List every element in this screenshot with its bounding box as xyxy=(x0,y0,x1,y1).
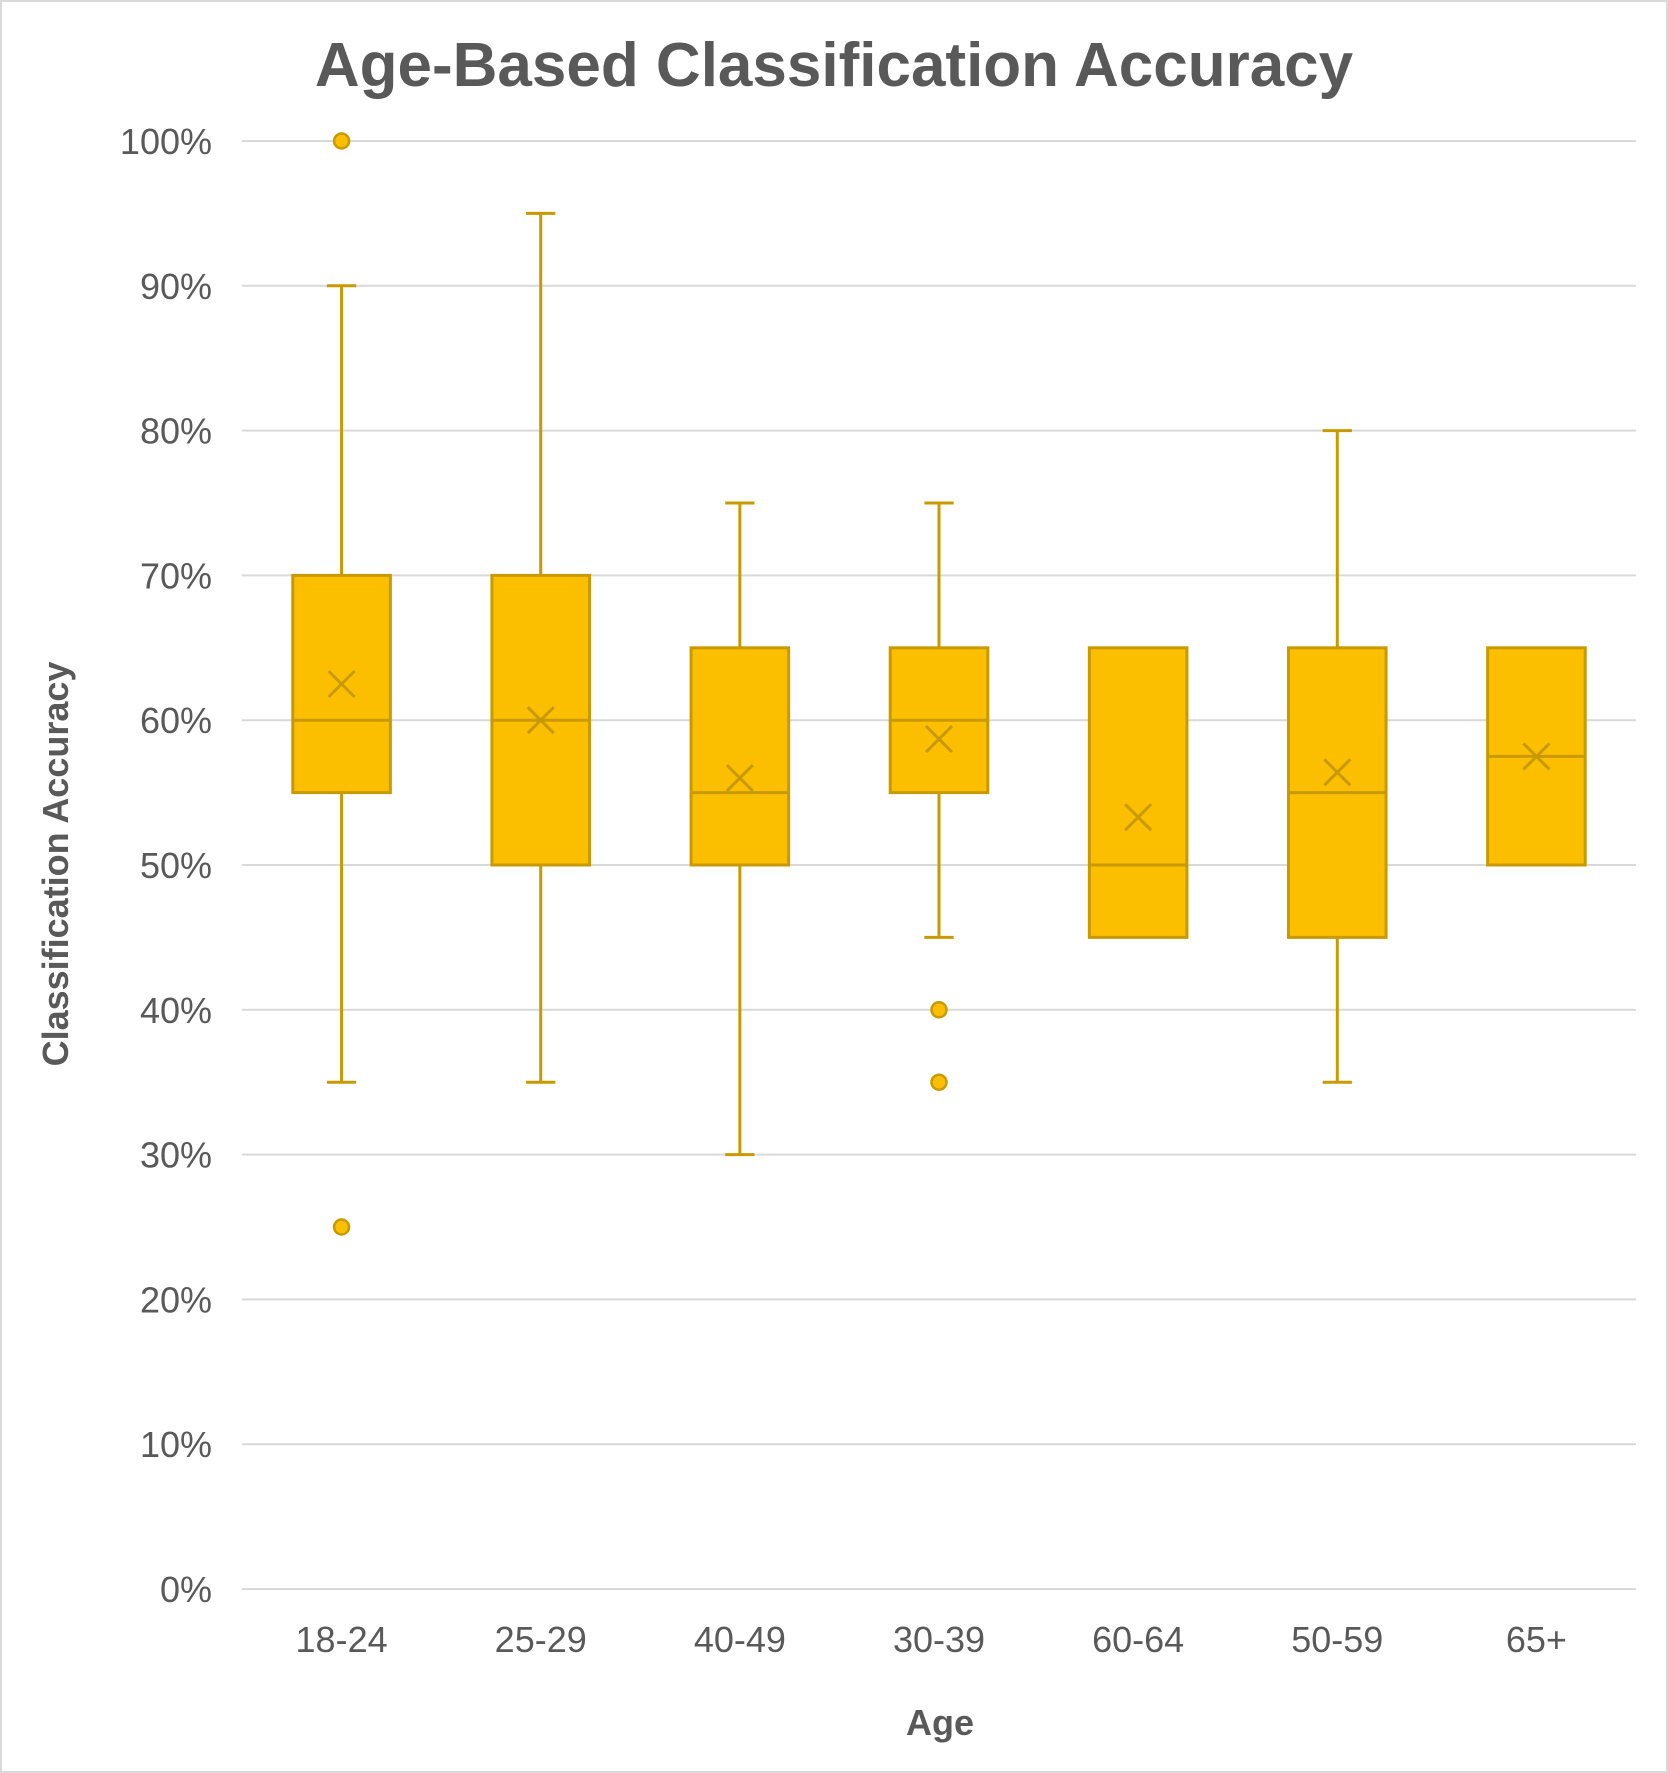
box-series xyxy=(291,132,1587,1236)
y-axis-tick-labels: 0% 10% 20% 30% 40% 50% 60% 70% 80% 90% 100% xyxy=(120,121,212,1610)
x-tick-label: 60-64 xyxy=(1092,1619,1184,1660)
y-axis-title: Classification Accuracy xyxy=(35,662,76,1067)
y-tick-label: 20% xyxy=(140,1279,212,1320)
x-tick-label: 65+ xyxy=(1506,1619,1567,1660)
mean-marker xyxy=(1323,758,1352,787)
x-tick-label: 50-59 xyxy=(1291,1619,1383,1660)
x-tick-label: 18-24 xyxy=(296,1619,388,1660)
y-tick-label: 100% xyxy=(120,121,212,162)
box-group xyxy=(888,501,990,1091)
mean-marker xyxy=(526,706,555,735)
box-iqr xyxy=(1087,646,1189,939)
chart-title: Age-Based Classification Accuracy xyxy=(315,31,1354,100)
box-group xyxy=(689,501,791,1157)
mean-marker xyxy=(1124,803,1153,832)
mean-marker xyxy=(725,764,754,793)
outlier-point xyxy=(930,1073,948,1091)
y-tick-label: 50% xyxy=(140,845,212,886)
box-group xyxy=(1486,646,1587,867)
mean-marker xyxy=(327,669,356,699)
x-axis-tick-labels: 18-24 25-29 40-49 30-39 60-64 50-59 65+ xyxy=(296,1619,1567,1660)
y-tick-label: 90% xyxy=(140,266,212,307)
box-group xyxy=(291,132,392,1236)
mean-marker xyxy=(924,724,954,754)
y-tick-label: 60% xyxy=(140,700,212,741)
outlier-point xyxy=(930,1001,948,1019)
y-tick-label: 80% xyxy=(140,411,212,452)
y-tick-label: 40% xyxy=(140,990,212,1031)
outlier-point xyxy=(332,1218,351,1236)
mean-marker xyxy=(1522,742,1551,771)
x-tick-label: 40-49 xyxy=(694,1619,786,1660)
y-tick-label: 0% xyxy=(160,1569,212,1610)
x-tick-label: 30-39 xyxy=(893,1619,985,1660)
box-group xyxy=(1286,429,1388,1084)
x-tick-label: 25-29 xyxy=(495,1619,587,1660)
x-axis-title: Age xyxy=(906,1702,974,1743)
outlier-point xyxy=(332,132,351,150)
box-group xyxy=(490,211,592,1084)
y-tick-label: 30% xyxy=(140,1135,212,1176)
box-iqr xyxy=(689,646,791,867)
y-tick-label: 10% xyxy=(140,1424,212,1465)
box-group xyxy=(1087,646,1189,939)
y-tick-label: 70% xyxy=(140,555,212,596)
